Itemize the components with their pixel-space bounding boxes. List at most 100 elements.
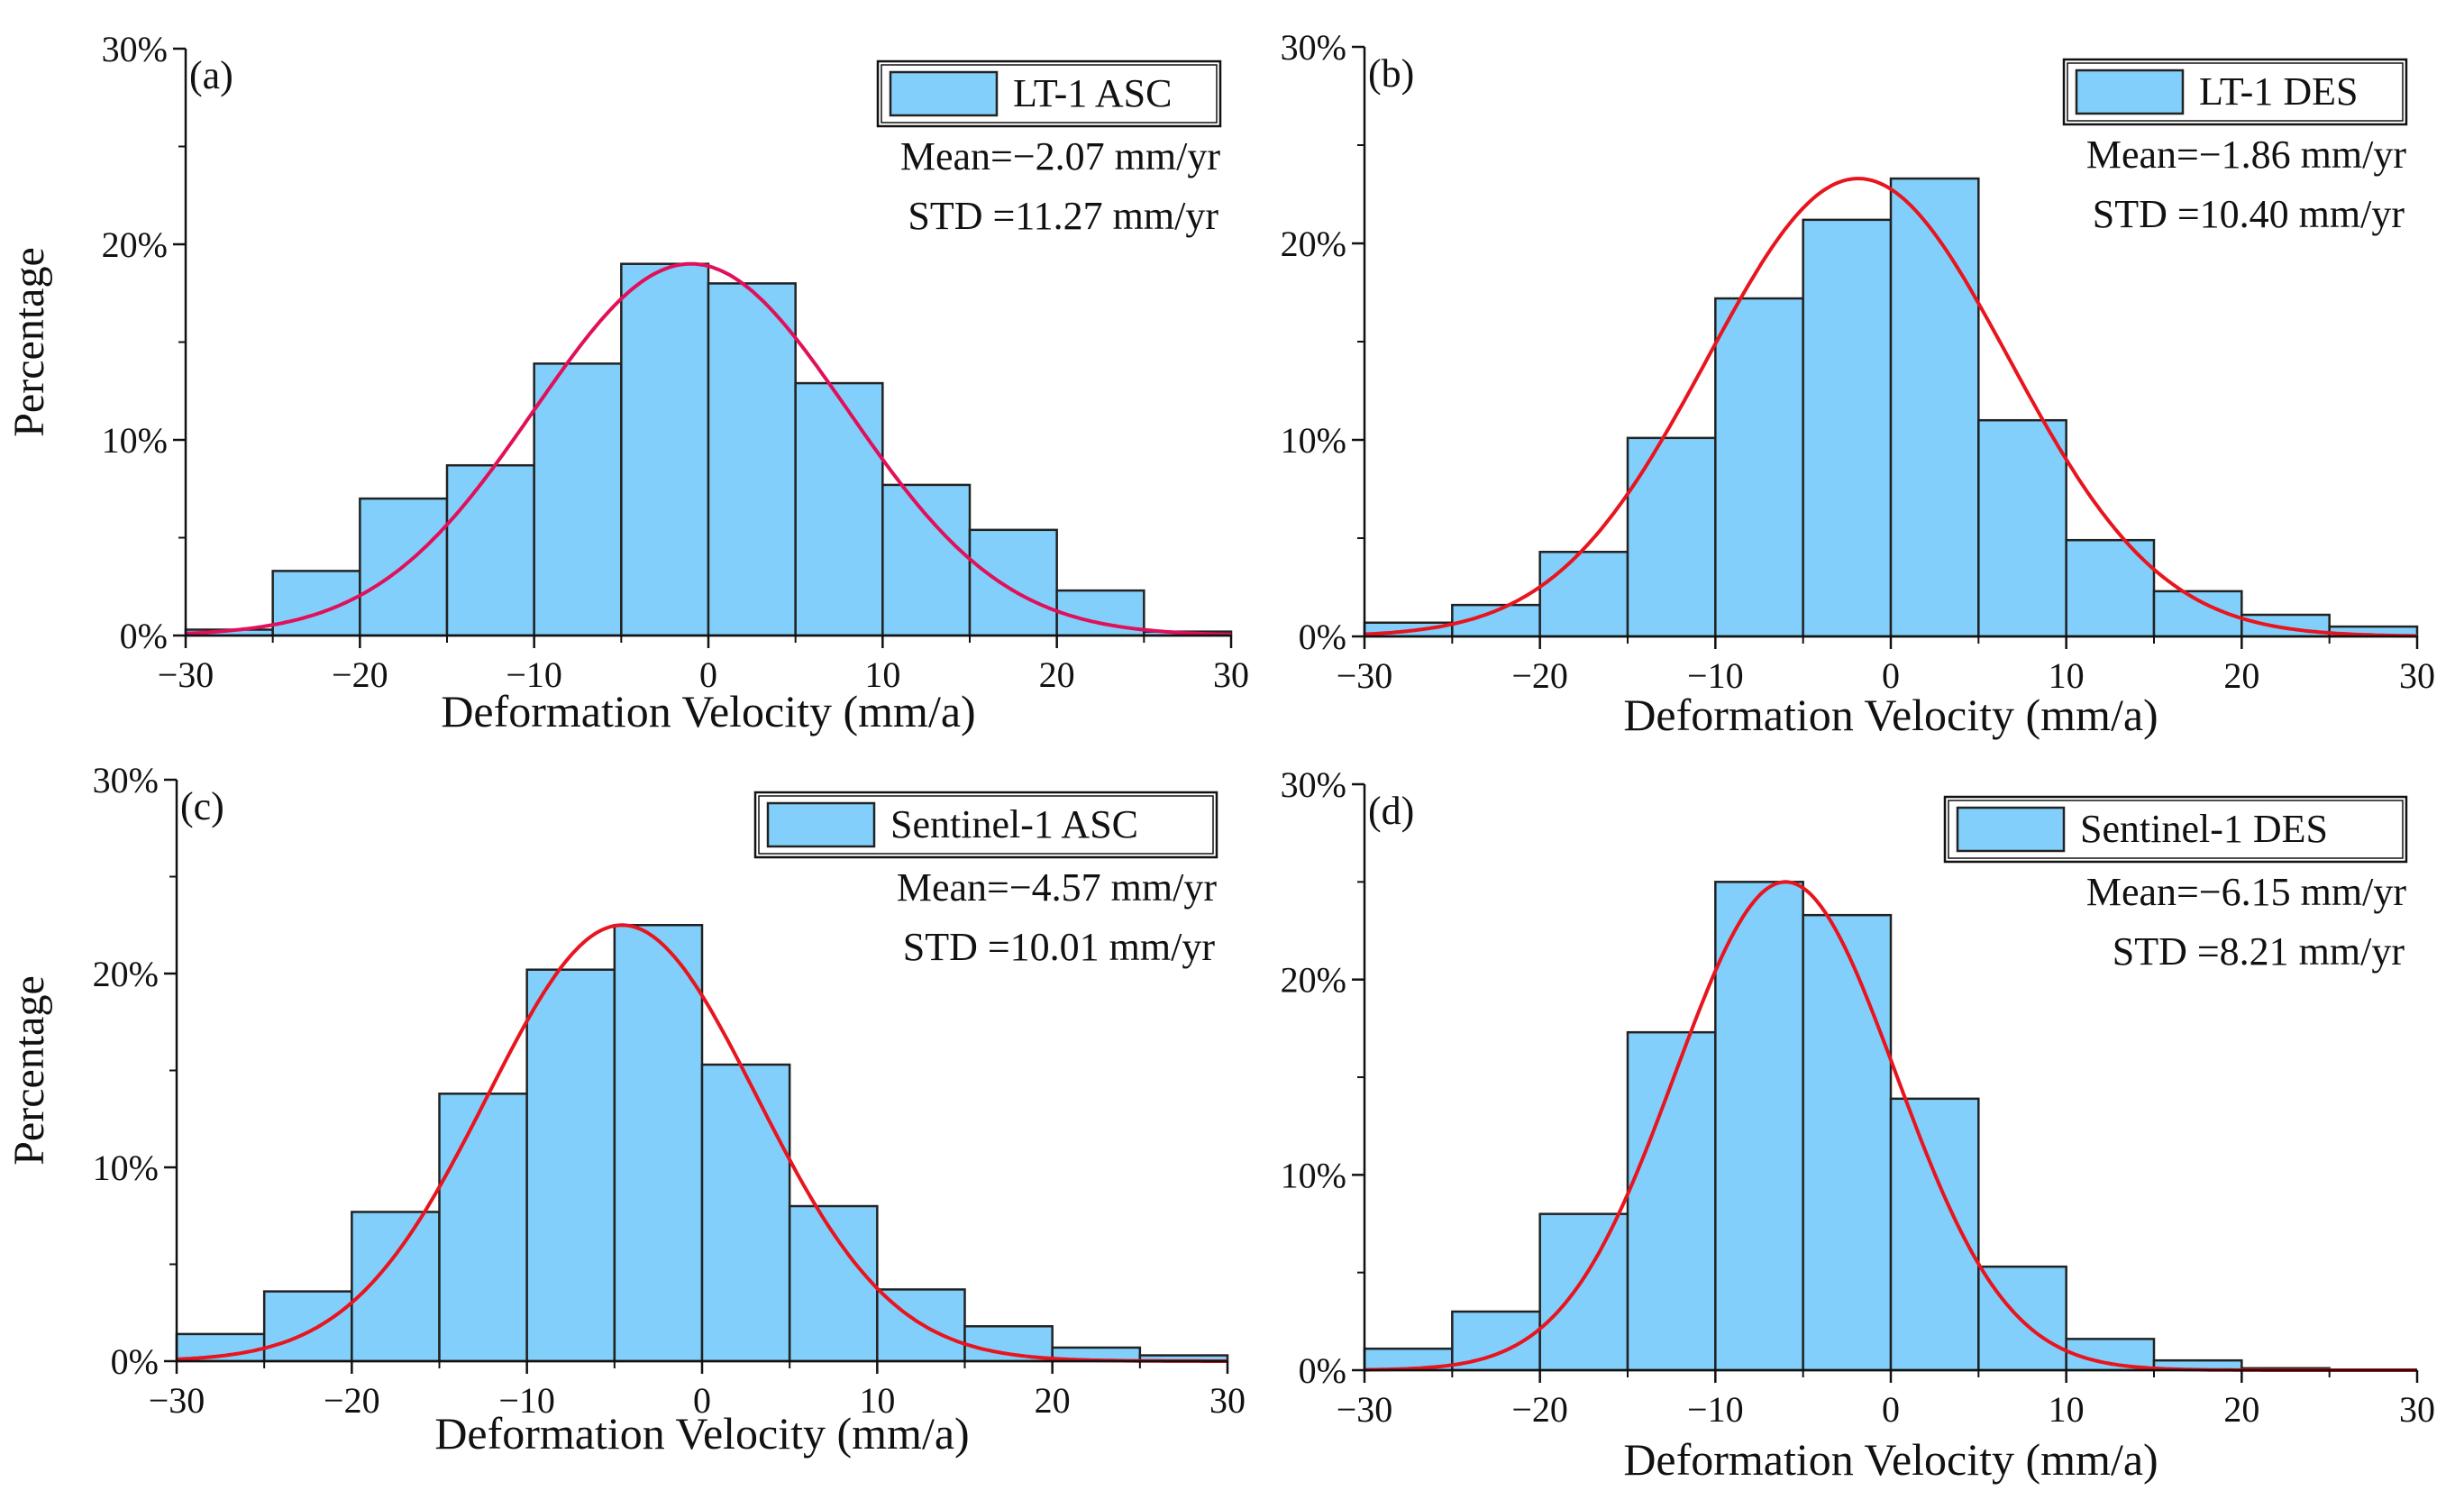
normal-fit-curve (185, 261, 1232, 636)
panel-label: (b) (1368, 51, 1414, 96)
x-tick-label: −20 (332, 654, 388, 695)
legend: LT-1 ASC (876, 59, 1222, 128)
x-tick-label: 30 (1209, 1380, 1246, 1421)
x-tick-label: 0 (1882, 655, 1900, 696)
x-tick-label: 0 (1882, 1389, 1900, 1430)
std-stat-text: STD =11.27 mm/yr (908, 194, 1218, 238)
x-tick-label: 30 (2399, 655, 2435, 696)
x-tick-label: −30 (1337, 655, 1393, 696)
x-tick-label: 10 (864, 654, 900, 695)
y-tick-label: 0% (1299, 617, 1346, 657)
y-tick-label: 10% (1281, 420, 1346, 461)
x-axis-title: Deformation Velocity (mm/a) (1623, 690, 2158, 740)
legend-inner-border (2067, 62, 2404, 122)
y-tick-label: 0% (1299, 1350, 1346, 1391)
legend-swatch (1956, 806, 2066, 853)
x-tick-label: 20 (2223, 655, 2259, 696)
legend-label: LT-1 ASC (1013, 71, 1173, 115)
legend-label: Sentinel-1 ASC (890, 802, 1138, 846)
histogram-bar (525, 968, 616, 1363)
legend: Sentinel-1 ASC (753, 791, 1218, 859)
x-axis-title: Deformation Velocity (mm/a) (434, 1408, 969, 1459)
histogram-bar (1626, 436, 1717, 638)
y-tick-label: 10% (1281, 1155, 1346, 1195)
x-tick-label: 10 (2049, 655, 2085, 696)
histogram-bar (620, 262, 710, 637)
x-axis-title: Deformation Velocity (mm/a) (1623, 1434, 2158, 1485)
panel-label: (d) (1368, 789, 1414, 833)
histogram-bar (788, 1204, 879, 1363)
histogram-bar (1977, 418, 2067, 638)
mean-stat-text: Mean=−1.86 mm/yr (2086, 133, 2406, 177)
histogram-bar (881, 483, 972, 637)
histogram-bar (700, 1063, 791, 1363)
x-tick-label: −20 (1511, 1389, 1568, 1430)
histogram-bar (1714, 881, 1804, 1372)
histogram-bar (1802, 913, 1893, 1372)
legend-swatch (889, 70, 999, 117)
y-tick-label: 20% (102, 224, 168, 265)
panel-c: −30 −20 −10 0 10 20 30 0% 10% 20% 30% Deformation V… (5, 760, 1246, 1459)
histogram-bar (1889, 177, 1980, 638)
x-tick-label: −10 (1687, 655, 1744, 696)
x-tick-label: −20 (324, 1380, 380, 1421)
legend-label: LT-1 DES (2199, 69, 2358, 114)
legend-label: Sentinel-1 DES (2080, 807, 2328, 851)
x-tick-label: −10 (1687, 1389, 1744, 1430)
y-tick-label: 30% (102, 29, 168, 69)
panel-label: (a) (189, 53, 233, 97)
x-tick-label: 0 (693, 1380, 711, 1421)
y-tick-label: 20% (93, 954, 159, 994)
x-tick-label: 20 (1039, 654, 1075, 695)
y-tick-label: 20% (1281, 224, 1346, 264)
y-tick-label: 20% (1281, 960, 1346, 1001)
histogram-bar (1538, 1212, 1629, 1372)
histogram-bar (707, 282, 797, 637)
x-tick-label: 20 (2223, 1389, 2259, 1430)
normal-fit-curve (176, 923, 1227, 1363)
x-tick-label: 10 (859, 1380, 895, 1421)
y-tick-label: 30% (93, 760, 159, 800)
x-tick-label: 0 (699, 654, 717, 695)
legend-inner-border (881, 64, 1218, 123)
std-stat-text: STD =10.40 mm/yr (2093, 192, 2405, 236)
panel-a: −30 −20 −10 0 10 20 30 0% 10% 20% 30% Deformation V… (5, 29, 1249, 736)
normal-fit-curve (1364, 177, 2418, 638)
mean-stat-text: Mean=−4.57 mm/yr (897, 865, 1217, 910)
legend-inner-border (758, 795, 1214, 855)
legend-inner-border (1948, 800, 2404, 859)
histogram-bar (1538, 551, 1629, 638)
histogram-bar (613, 924, 704, 1363)
x-tick-label: 10 (2049, 1389, 2085, 1430)
x-tick-label: −10 (506, 654, 562, 695)
histogram-bar (2065, 538, 2156, 638)
histogram-bar (351, 1211, 441, 1363)
x-tick-label: 30 (1213, 654, 1249, 695)
std-stat-text: STD =8.21 mm/yr (2113, 929, 2405, 974)
histogram-bar (968, 528, 1058, 637)
histogram-bar (1714, 297, 1804, 638)
y-tick-label: 0% (111, 1341, 159, 1382)
x-tick-label: −20 (1511, 655, 1568, 696)
histogram-bar (445, 463, 535, 637)
histogram-bar (794, 381, 884, 637)
legend: Sentinel-1 DES (1943, 795, 2408, 864)
x-tick-label: −30 (149, 1380, 205, 1421)
y-tick-label: 30% (1281, 764, 1346, 805)
x-tick-label: −30 (1337, 1389, 1393, 1430)
mean-stat-text: Mean=−6.15 mm/yr (2086, 870, 2406, 914)
y-tick-label: 10% (93, 1148, 159, 1188)
y-tick-label: 30% (1281, 27, 1346, 68)
x-tick-label: −30 (158, 654, 214, 695)
y-axis-title: Percentage (5, 975, 53, 1166)
histogram-bar (533, 362, 623, 637)
histogram-bar (262, 1290, 353, 1363)
histogram-bar (1802, 218, 1893, 638)
x-tick-label: 30 (2399, 1389, 2435, 1430)
x-axis-title: Deformation Velocity (mm/a) (441, 686, 975, 736)
histogram-bar (1889, 1097, 1980, 1372)
std-stat-text: STD =10.01 mm/yr (903, 925, 1216, 969)
panel-label: (c) (180, 784, 224, 828)
legend-swatch (766, 801, 876, 848)
